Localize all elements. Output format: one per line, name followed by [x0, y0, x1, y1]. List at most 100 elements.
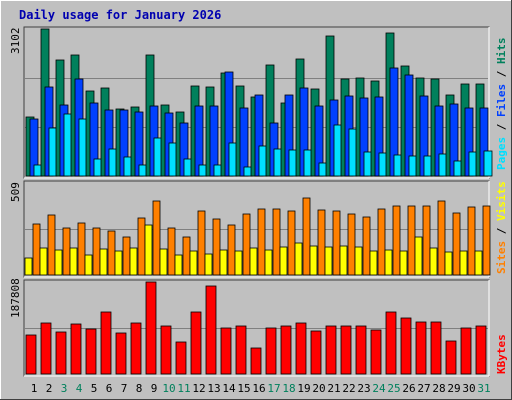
legend-hits-files-pages: Pages / Files / Hits — [495, 38, 508, 171]
visits-bar — [287, 210, 296, 276]
x-label: 25 — [387, 382, 400, 395]
kbytes-bar — [265, 327, 277, 375]
sites-bar — [429, 247, 438, 276]
sites-bar — [279, 246, 288, 276]
sites-bar — [159, 248, 168, 276]
kbytes-bar — [370, 329, 382, 375]
visits-bar — [362, 216, 371, 276]
x-label: 3 — [61, 382, 68, 395]
x-label: 16 — [252, 382, 265, 395]
visits-bar — [227, 224, 236, 276]
x-label: 11 — [177, 382, 190, 395]
kbytes-bar — [85, 328, 97, 375]
visits-bar — [272, 208, 281, 276]
x-label: 12 — [192, 382, 205, 395]
legend-pages: Pages — [495, 137, 508, 170]
visits-bar — [482, 205, 491, 276]
visits-bar — [332, 210, 341, 276]
sites-bar — [144, 224, 153, 276]
visits-bar — [152, 200, 161, 276]
kbytes-bars — [25, 281, 488, 375]
x-label: 10 — [162, 382, 175, 395]
visits-bar — [452, 212, 461, 276]
visits-ymax-label: 509 — [9, 182, 22, 202]
hits-bars — [25, 28, 493, 177]
kbytes-bar — [25, 334, 37, 375]
x-label: 6 — [106, 382, 113, 395]
visits-bar — [122, 236, 131, 276]
x-label: 8 — [136, 382, 143, 395]
kbytes-bar — [55, 331, 67, 375]
kbytes-bar — [340, 325, 352, 375]
visits-bar — [92, 227, 101, 276]
visits-bar — [47, 214, 56, 276]
sites-bar — [24, 257, 33, 276]
hits-ymax-label: 3102 — [9, 28, 22, 55]
kbytes-bar — [100, 311, 112, 375]
x-label: 5 — [91, 382, 98, 395]
visits-bar — [212, 218, 221, 276]
x-label: 2 — [46, 382, 53, 395]
visits-bar — [107, 230, 116, 276]
visits-bar — [437, 200, 446, 276]
kbytes-bar — [280, 325, 292, 375]
x-label: 4 — [76, 382, 83, 395]
x-label: 29 — [447, 382, 460, 395]
sites-bar — [399, 250, 408, 276]
kbytes-bar — [475, 325, 487, 375]
kbytes-bar — [235, 325, 247, 375]
kbytes-bar — [415, 321, 427, 375]
visits-bar — [392, 205, 401, 276]
x-label: 17 — [267, 382, 280, 395]
sites-bar — [354, 246, 363, 276]
kbytes-bar — [70, 323, 82, 375]
kbytes-bar — [295, 322, 307, 375]
kbytes-bar — [160, 325, 172, 375]
sites-bar — [369, 250, 378, 276]
legend-files: Files — [495, 84, 508, 117]
sites-bar — [39, 247, 48, 276]
kbytes-bar — [445, 340, 457, 375]
kbytes-bar — [460, 327, 472, 375]
visits-bar — [137, 217, 146, 276]
kbytes-bar — [220, 327, 232, 375]
sites-bar — [174, 254, 183, 276]
panel-visits — [23, 180, 491, 278]
visits-bar — [422, 205, 431, 276]
x-label: 20 — [312, 382, 325, 395]
x-label: 24 — [372, 382, 386, 395]
visits-bar — [62, 227, 71, 276]
sites-bar — [219, 249, 228, 276]
kbytes-bar — [190, 311, 202, 375]
sites-bar — [204, 253, 213, 276]
kbytes-ymax-label: 187808 — [9, 278, 22, 318]
kbytes-bar — [310, 330, 322, 375]
x-label: 14 — [222, 382, 236, 395]
panel-hits — [23, 26, 493, 179]
x-label: 7 — [121, 382, 128, 395]
x-label: 22 — [342, 382, 355, 395]
legend-hits: Hits — [495, 38, 508, 65]
kbytes-bar — [430, 321, 442, 375]
kbytes-bar — [115, 332, 127, 375]
visits-bar — [407, 205, 416, 276]
kbytes-bar — [175, 341, 187, 375]
sites-bar — [324, 246, 333, 276]
kbytes-bar — [400, 317, 412, 375]
visits-bar — [257, 208, 266, 276]
x-label: 19 — [297, 382, 310, 395]
x-label: 28 — [432, 382, 445, 395]
legend-kbytes: KBytes — [495, 334, 508, 374]
sites-bar — [444, 251, 453, 276]
files-bar — [239, 107, 249, 177]
sites-bar — [69, 247, 78, 276]
visits-bar — [317, 209, 326, 276]
chart-title: Daily usage for January 2026 — [19, 8, 221, 22]
sites-bar — [474, 250, 483, 276]
sites-bar — [84, 254, 93, 276]
x-label: 15 — [237, 382, 250, 395]
sites-bar — [249, 247, 258, 276]
sites-bar — [309, 245, 318, 276]
legend-visits: Visits — [495, 181, 508, 221]
